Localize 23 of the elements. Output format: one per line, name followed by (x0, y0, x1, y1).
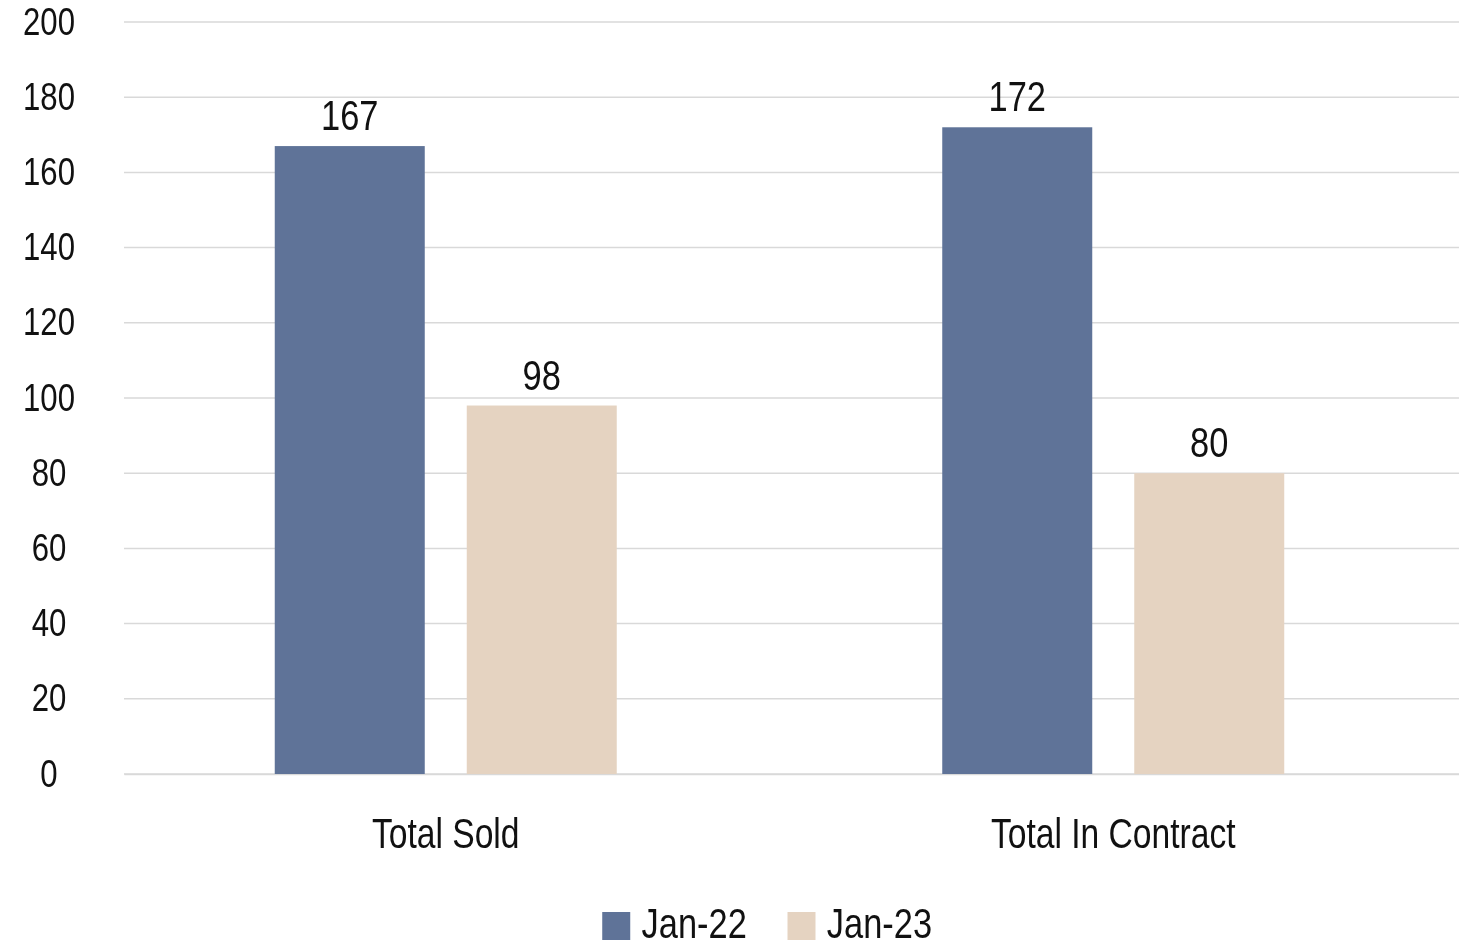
y-tick-label: 20 (31, 677, 67, 720)
data-label: 167 (321, 91, 379, 139)
bar (274, 146, 425, 774)
y-tick-label: 180 (23, 75, 75, 118)
y-tick-label: 60 (31, 527, 67, 569)
legend-label: Jan-22 (641, 899, 747, 947)
x-tick-label: Total In Contract (990, 810, 1236, 857)
x-tick-label: Total Sold (372, 810, 520, 857)
y-tick-label: 100 (23, 376, 75, 419)
legend-label: Jan-23 (826, 899, 933, 947)
y-tick-label: 0 (40, 752, 58, 795)
data-label: 98 (522, 351, 561, 399)
y-tick-label: 140 (23, 226, 75, 268)
data-label: 80 (1190, 418, 1229, 466)
bar (466, 405, 617, 774)
y-tick-label: 120 (23, 301, 75, 344)
y-tick-label: 80 (31, 451, 67, 494)
bar (1134, 473, 1285, 774)
data-label: 172 (988, 73, 1046, 121)
y-tick-label: 200 (23, 0, 75, 43)
y-tick-label: 40 (31, 602, 67, 644)
bar (942, 127, 1093, 774)
y-tick-label: 160 (23, 151, 75, 193)
